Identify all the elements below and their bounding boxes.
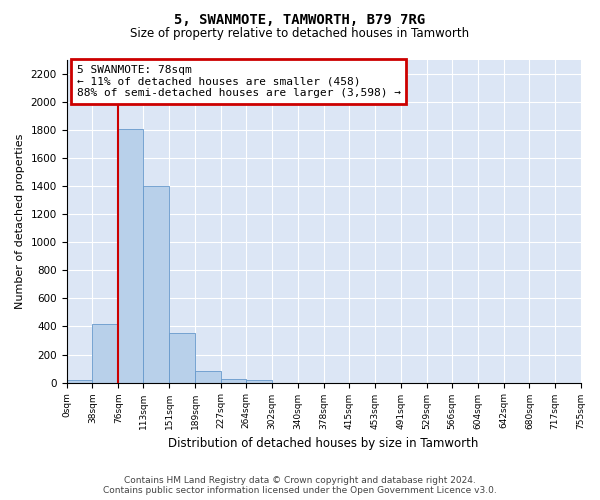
- Bar: [195, 372, 221, 382]
- Bar: [92, 324, 118, 382]
- Text: Contains HM Land Registry data © Crown copyright and database right 2024.
Contai: Contains HM Land Registry data © Crown c…: [103, 476, 497, 495]
- Text: Size of property relative to detached houses in Tamworth: Size of property relative to detached ho…: [130, 28, 470, 40]
- Bar: [246, 380, 272, 382]
- Bar: [169, 334, 195, 382]
- Bar: [221, 379, 246, 382]
- Text: 5 SWANMOTE: 78sqm
← 11% of detached houses are smaller (458)
88% of semi-detache: 5 SWANMOTE: 78sqm ← 11% of detached hous…: [77, 65, 401, 98]
- Text: 5, SWANMOTE, TAMWORTH, B79 7RG: 5, SWANMOTE, TAMWORTH, B79 7RG: [175, 12, 425, 26]
- Bar: [67, 380, 92, 382]
- Y-axis label: Number of detached properties: Number of detached properties: [15, 134, 25, 309]
- Bar: [118, 128, 143, 382]
- Bar: [143, 186, 169, 382]
- X-axis label: Distribution of detached houses by size in Tamworth: Distribution of detached houses by size …: [169, 437, 479, 450]
